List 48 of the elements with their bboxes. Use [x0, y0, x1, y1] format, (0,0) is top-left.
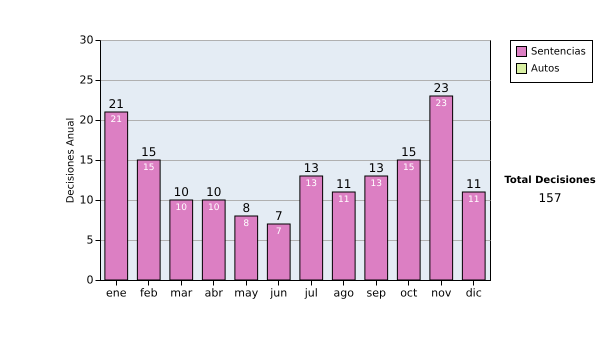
y-tick-label: 10	[80, 194, 94, 206]
total-label: 23	[434, 81, 449, 95]
x-tick-label: dic	[466, 286, 482, 300]
data-label: 11	[338, 195, 350, 205]
data-label: 10	[176, 203, 188, 213]
y-axis-title: Decisiones Anual	[66, 118, 77, 204]
total-label: 15	[401, 145, 416, 159]
x-tick-label: oct	[400, 286, 418, 300]
y-tick-label: 20	[80, 114, 94, 126]
data-label: 23	[436, 99, 447, 109]
text: 157	[538, 191, 562, 205]
legend-label: Sentencias	[531, 46, 586, 58]
y-tick-label: 30	[80, 34, 94, 46]
total-label: 11	[466, 177, 482, 191]
y-tick-label: 25	[80, 74, 94, 86]
total-label: 15	[141, 145, 156, 159]
data-label: 8	[243, 219, 250, 229]
data-label: 11	[468, 195, 480, 205]
x-tick-label: ene	[106, 286, 127, 300]
x-tick-label: abr	[204, 286, 224, 300]
total-label: 21	[108, 97, 124, 111]
data-label: 7	[276, 227, 282, 237]
total-label: 8	[242, 201, 250, 215]
x-tick-label: ago	[334, 286, 354, 300]
x-tick-label: nov	[431, 286, 452, 300]
legend-label: Autos	[531, 64, 560, 74]
data-label: 15	[403, 163, 414, 173]
data-label: 13	[370, 179, 382, 189]
total-label: 11	[336, 177, 352, 191]
data-label: 13	[306, 179, 317, 189]
y-tick-label: 15	[80, 154, 94, 166]
y-tick-label: 0	[86, 274, 94, 286]
x-tick-label: may	[234, 286, 259, 300]
x-tick-label: jul	[304, 286, 318, 300]
text: Total Decisiones	[504, 175, 596, 186]
total-label: 13	[368, 161, 384, 175]
data-label: 15	[143, 163, 154, 173]
x-tick-label: mar	[170, 286, 193, 300]
x-tick-label: sep	[366, 286, 386, 300]
total-label: 10	[174, 185, 189, 199]
total-label: 7	[274, 209, 283, 223]
x-tick-label: feb	[140, 286, 158, 300]
data-label: 21	[110, 115, 122, 125]
y-tick-label: 5	[86, 234, 94, 246]
total-label: 13	[304, 161, 319, 175]
x-tick-label: jun	[269, 286, 288, 300]
data-label: 10	[208, 203, 220, 213]
total-label: 10	[206, 185, 222, 199]
